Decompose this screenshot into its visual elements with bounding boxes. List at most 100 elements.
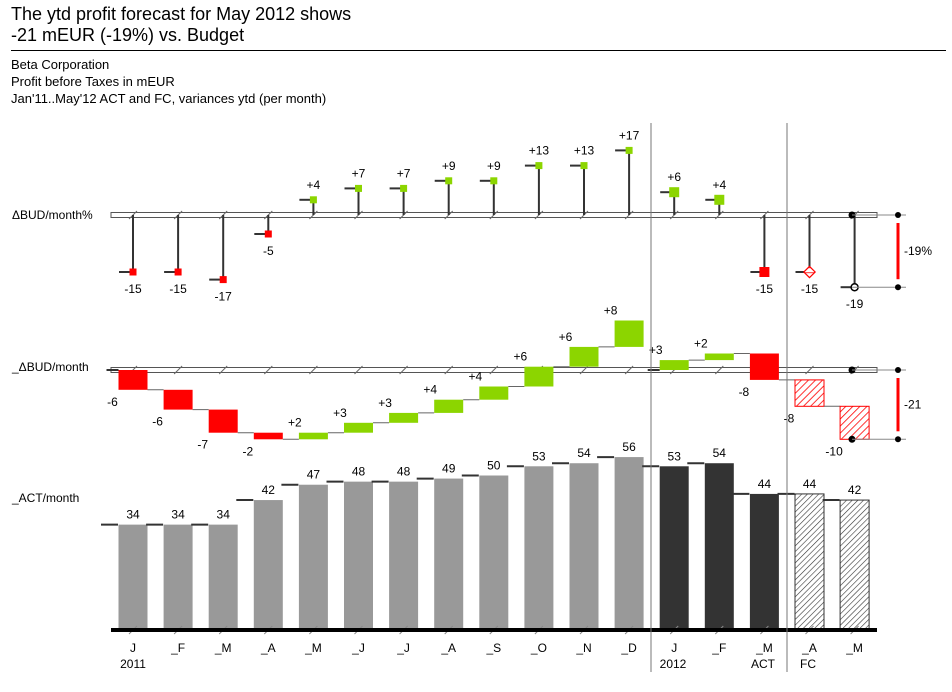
act-value-label: 44: [758, 477, 772, 491]
category-label: _J: [396, 641, 410, 655]
title-rule: [11, 50, 946, 51]
pin-value-label: -17: [215, 290, 233, 304]
act-bar: [253, 500, 283, 629]
pin-value-label: -15: [756, 282, 774, 296]
act-panel-label: _ACT/month: [11, 491, 79, 505]
waterfall-bar: [794, 379, 825, 407]
waterfall-bar: [749, 353, 779, 380]
waterfall-tick: [354, 365, 363, 375]
waterfall-bar: [659, 360, 689, 370]
act-bar: [434, 478, 464, 629]
act-bar: [524, 466, 554, 629]
category-label: _M: [304, 641, 322, 655]
act-value-label: 53: [668, 449, 682, 463]
act-value-label: 34: [217, 508, 231, 522]
act-value-label: 54: [577, 446, 591, 460]
pin-value-label: -15: [124, 282, 142, 296]
category-label: _F: [170, 641, 185, 655]
waterfall-value-label: +6: [514, 350, 528, 364]
act-bar: [704, 463, 734, 629]
pin-marker: [714, 194, 725, 205]
pin-marker: [264, 230, 272, 238]
waterfall-bar: [298, 432, 328, 440]
pin-marker: [490, 177, 498, 185]
waterfall-tick: [579, 365, 589, 375]
pin-marker: [759, 267, 770, 277]
category-label: _A: [260, 641, 276, 655]
waterfall-bar: [569, 346, 599, 367]
company-name: Beta Corporation: [11, 57, 110, 72]
pin-marker: [802, 265, 817, 279]
waterfall-bar: [614, 320, 644, 347]
act-bar: [344, 481, 373, 629]
waterfall-total-end: [895, 367, 901, 373]
act-value-label: 48: [352, 465, 366, 479]
category-label: _D: [620, 641, 637, 655]
category-label: _M: [845, 641, 863, 655]
act-bar: [118, 524, 148, 629]
pin-value-label: +7: [397, 166, 411, 180]
scenario-label: FC: [800, 657, 816, 671]
act-value-label: 34: [126, 508, 140, 522]
waterfall-bar: [389, 412, 419, 423]
pin-total-end: [895, 284, 901, 291]
act-bar: [208, 524, 238, 629]
pin-value-label: +9: [442, 159, 456, 173]
year-label: 2012: [660, 657, 687, 671]
waterfall-bar: [163, 389, 193, 410]
act-value-label: 47: [307, 468, 321, 482]
pin-value-label: +13: [574, 144, 595, 158]
act-value-label: 42: [262, 483, 276, 497]
waterfall-tick: [805, 365, 814, 375]
scenario-label: ACT: [751, 657, 776, 671]
pin-value-label: +4: [712, 178, 726, 192]
waterfall-bar: [479, 386, 509, 400]
pin-marker: [174, 268, 182, 276]
act-bar: [749, 493, 779, 629]
waterfall-tick: [263, 365, 273, 375]
waterfall-value-label: +3: [333, 406, 347, 420]
waterfall-value-label: -7: [197, 438, 208, 452]
waterfall-value-label: +4: [423, 383, 437, 397]
pin-value-label: +13: [529, 144, 550, 158]
pin-total-label: -19%: [904, 244, 932, 258]
category-label: _O: [530, 641, 547, 655]
act-value-label: 54: [713, 446, 727, 460]
pin-marker: [669, 187, 680, 198]
act-bar: [479, 475, 509, 629]
waterfall-value-label: +3: [378, 396, 392, 410]
title-line-1: The ytd profit forecast for May 2012 sho…: [11, 4, 352, 24]
waterfall-tick: [624, 365, 634, 375]
waterfall-tick: [489, 365, 499, 375]
category-label: _S: [485, 641, 501, 655]
waterfall-bar: [434, 399, 464, 413]
pin-value-label: +7: [352, 166, 366, 180]
waterfall-value-label: +3: [649, 343, 663, 357]
act-value-label: 53: [532, 449, 546, 463]
pin-total-end: [895, 212, 901, 218]
pin-marker: [400, 184, 408, 192]
waterfall-tick: [399, 365, 408, 375]
pin-value-label: +4: [307, 178, 321, 192]
category-label: _N: [575, 641, 591, 655]
waterfall-bar: [208, 409, 238, 433]
waterfall-total-end: [895, 436, 901, 443]
category-label: _J: [351, 641, 365, 655]
waterfall-tick: [444, 365, 454, 375]
pin-value-label: +9: [487, 159, 501, 173]
pin-marker: [355, 184, 362, 192]
act-bar: [794, 493, 825, 630]
waterfall-bar: [344, 422, 373, 433]
act-value-label: 44: [803, 477, 817, 491]
category-label: _A: [440, 641, 456, 655]
waterfall-bar: [118, 370, 148, 390]
pin-value-label: +6: [667, 170, 681, 184]
title-line-2: -21 mEUR (-19%) vs. Budget: [11, 25, 245, 45]
pin-value-label: -15: [801, 282, 819, 296]
act-value-label: 49: [442, 462, 456, 476]
waterfall-bar: [524, 366, 554, 387]
waterfall-bar: [704, 353, 734, 361]
act-bar: [839, 499, 870, 630]
waterfall-tick: [714, 365, 724, 375]
